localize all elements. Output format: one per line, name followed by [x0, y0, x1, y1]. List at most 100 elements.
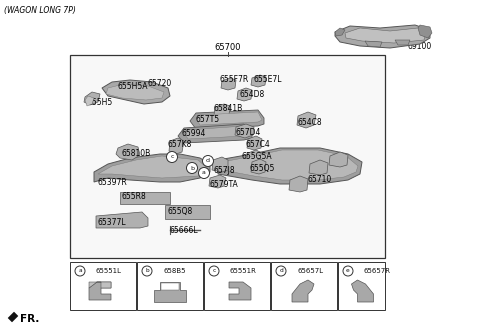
- Polygon shape: [85, 96, 94, 106]
- Bar: [70, 262, 136, 310]
- Polygon shape: [222, 150, 358, 180]
- Text: 655E7L: 655E7L: [254, 75, 283, 84]
- Polygon shape: [178, 124, 252, 143]
- Polygon shape: [229, 282, 251, 300]
- Text: b: b: [190, 166, 194, 171]
- Polygon shape: [96, 212, 148, 228]
- Polygon shape: [292, 280, 314, 302]
- Text: 655H5A: 655H5A: [118, 82, 148, 91]
- Text: 657D4: 657D4: [236, 128, 262, 137]
- Circle shape: [187, 162, 197, 174]
- Text: 655F7R: 655F7R: [220, 75, 249, 84]
- Polygon shape: [212, 157, 228, 172]
- Polygon shape: [235, 124, 254, 138]
- Text: 65700: 65700: [215, 43, 241, 52]
- Text: 654D8: 654D8: [240, 90, 265, 99]
- Text: 65841B: 65841B: [214, 104, 243, 113]
- Text: a: a: [78, 269, 82, 274]
- Circle shape: [142, 266, 152, 276]
- Polygon shape: [251, 159, 266, 174]
- Polygon shape: [154, 282, 186, 302]
- Polygon shape: [309, 160, 328, 175]
- Polygon shape: [209, 175, 226, 188]
- Text: 6579TA: 6579TA: [210, 180, 239, 189]
- Polygon shape: [89, 282, 111, 288]
- Polygon shape: [116, 144, 140, 160]
- Bar: [338, 262, 385, 310]
- Polygon shape: [98, 156, 207, 178]
- Bar: [204, 262, 270, 310]
- Polygon shape: [221, 78, 236, 90]
- Text: 65994: 65994: [182, 129, 206, 138]
- Polygon shape: [196, 112, 262, 125]
- Polygon shape: [345, 28, 426, 43]
- Text: 654C8: 654C8: [298, 118, 323, 127]
- Bar: [271, 262, 337, 310]
- Polygon shape: [169, 138, 184, 154]
- Bar: [120, 192, 170, 204]
- Bar: [70, 55, 385, 258]
- Polygon shape: [251, 75, 266, 87]
- Text: b: b: [145, 269, 149, 274]
- Text: 655R8: 655R8: [122, 192, 147, 201]
- Polygon shape: [329, 152, 348, 167]
- Polygon shape: [335, 28, 345, 36]
- Polygon shape: [365, 41, 382, 47]
- Text: 65710: 65710: [308, 175, 332, 184]
- Text: 69100: 69100: [408, 42, 432, 51]
- Text: 65377L: 65377L: [98, 218, 127, 227]
- Text: 65657L: 65657L: [297, 268, 323, 274]
- Text: (WAGON LONG 7P): (WAGON LONG 7P): [4, 6, 76, 15]
- Text: 655H5: 655H5: [88, 98, 113, 107]
- Polygon shape: [335, 25, 430, 48]
- Text: 657J8: 657J8: [214, 166, 236, 175]
- Polygon shape: [395, 40, 410, 45]
- Circle shape: [203, 155, 214, 167]
- Bar: [137, 262, 203, 310]
- Text: 65810B: 65810B: [122, 149, 151, 158]
- Polygon shape: [102, 80, 170, 104]
- Circle shape: [209, 266, 219, 276]
- Text: 657K8: 657K8: [168, 140, 192, 149]
- Circle shape: [276, 266, 286, 276]
- Polygon shape: [84, 92, 100, 105]
- Text: c: c: [212, 269, 216, 274]
- Bar: [161, 283, 179, 290]
- Polygon shape: [289, 176, 308, 192]
- Text: 65720: 65720: [148, 79, 172, 88]
- Text: 658B5: 658B5: [163, 268, 185, 274]
- Text: 65657R: 65657R: [364, 268, 391, 274]
- Polygon shape: [237, 88, 252, 101]
- Text: 655G5A: 655G5A: [242, 152, 273, 161]
- Text: 65551L: 65551L: [96, 268, 122, 274]
- Text: 65666L: 65666L: [170, 226, 199, 235]
- Text: e: e: [346, 269, 350, 274]
- Polygon shape: [106, 84, 164, 100]
- Text: d: d: [279, 269, 283, 274]
- Polygon shape: [297, 112, 316, 128]
- Text: 657C4: 657C4: [246, 140, 271, 149]
- Circle shape: [199, 168, 209, 178]
- Text: a: a: [202, 171, 206, 175]
- Text: 657T5: 657T5: [196, 115, 220, 124]
- Polygon shape: [190, 110, 264, 129]
- Circle shape: [75, 266, 85, 276]
- Polygon shape: [184, 126, 249, 139]
- Circle shape: [167, 152, 178, 162]
- Polygon shape: [247, 136, 262, 150]
- Text: FR.: FR.: [20, 314, 39, 324]
- Polygon shape: [94, 154, 210, 182]
- Text: 655Q5: 655Q5: [250, 164, 276, 173]
- Polygon shape: [214, 104, 230, 117]
- Polygon shape: [351, 280, 373, 302]
- Text: c: c: [170, 154, 174, 159]
- Text: 65397R: 65397R: [98, 178, 128, 187]
- Polygon shape: [89, 282, 111, 300]
- Polygon shape: [247, 150, 262, 163]
- Bar: [165, 205, 210, 219]
- Text: 65551R: 65551R: [230, 268, 257, 274]
- Polygon shape: [8, 312, 18, 322]
- Text: d: d: [206, 158, 210, 163]
- Polygon shape: [218, 148, 362, 184]
- Text: 655Q8: 655Q8: [168, 207, 193, 216]
